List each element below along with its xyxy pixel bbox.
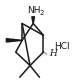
Polygon shape — [32, 17, 35, 24]
Text: 2: 2 — [40, 10, 44, 16]
Polygon shape — [6, 39, 22, 42]
Text: H: H — [49, 49, 57, 58]
Text: HCl: HCl — [54, 42, 69, 51]
Text: NH: NH — [27, 6, 40, 15]
